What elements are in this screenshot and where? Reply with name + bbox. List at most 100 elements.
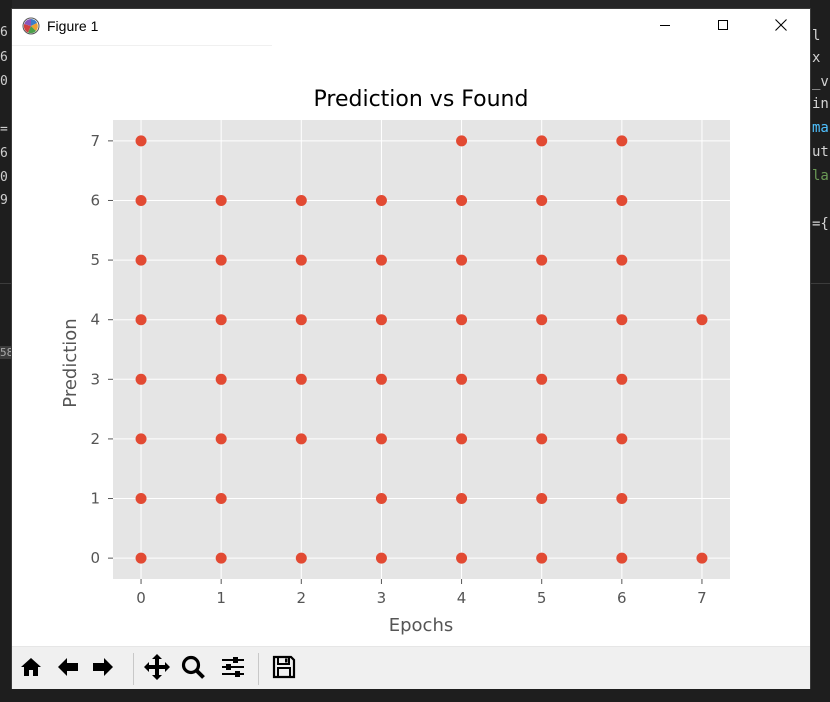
- scatter-point: [295, 373, 307, 385]
- scatter-point: [215, 254, 227, 266]
- home-button[interactable]: [16, 652, 46, 685]
- bg-text: 6: [0, 25, 8, 40]
- scatter-point: [616, 135, 628, 147]
- move-icon: [143, 653, 171, 684]
- y-tick-label: 5: [90, 251, 100, 269]
- x-tick-label: 4: [457, 589, 467, 607]
- scatter-point: [135, 135, 147, 147]
- bg-text: la: [812, 168, 829, 184]
- minimize-button[interactable]: [636, 9, 694, 45]
- scatter-point: [616, 254, 628, 266]
- bg-text: 0: [0, 74, 8, 89]
- background-editor-top: [12, 0, 810, 10]
- zoom-button[interactable]: [178, 652, 208, 685]
- scatter-point: [536, 493, 548, 505]
- scatter-point: [135, 552, 147, 564]
- scatter-point: [135, 433, 147, 445]
- scatter-point: [375, 373, 387, 385]
- scatter-point: [616, 314, 628, 326]
- y-tick-label: 4: [90, 311, 100, 329]
- configure-subplots-button[interactable]: [218, 652, 248, 685]
- bg-text: l: [812, 28, 821, 44]
- bg-text: 0: [0, 170, 8, 185]
- y-tick-label: 7: [90, 132, 100, 150]
- scatter-point: [215, 493, 227, 505]
- y-tick-label: 2: [90, 430, 100, 448]
- bg-text: 6: [0, 146, 8, 161]
- bg-text: 9: [0, 193, 8, 208]
- scatter-point: [215, 433, 227, 445]
- background-divider: [0, 283, 12, 284]
- scatter-point: [375, 493, 387, 505]
- background-editor-bottom: [12, 688, 810, 702]
- back-button[interactable]: [53, 652, 83, 685]
- scatter-point: [456, 373, 468, 385]
- bg-text: in: [812, 96, 829, 112]
- save-button[interactable]: [269, 652, 299, 685]
- matplotlib-logo-icon: [22, 17, 40, 35]
- scatter-point: [215, 194, 227, 206]
- scatter-point: [456, 135, 468, 147]
- pan-button[interactable]: [142, 652, 172, 685]
- scatter-point: [616, 373, 628, 385]
- background-editor-left: 6 6 0 = 6 0 9 58: [0, 0, 14, 702]
- scatter-point: [295, 314, 307, 326]
- minimize-icon: [659, 18, 671, 36]
- scatter-point: [135, 194, 147, 206]
- close-button[interactable]: [752, 9, 810, 45]
- scatter-point: [135, 314, 147, 326]
- scatter-point: [536, 373, 548, 385]
- scatter-point: [536, 314, 548, 326]
- bg-text: 58: [0, 346, 14, 359]
- scatter-point: [616, 433, 628, 445]
- y-tick-label: 6: [90, 191, 100, 209]
- scatter-point: [375, 552, 387, 564]
- toolbar-separator: [133, 653, 134, 685]
- scatter-point: [536, 194, 548, 206]
- x-tick-label: 5: [537, 589, 547, 607]
- window-title: Figure 1: [47, 18, 99, 34]
- title-bar[interactable]: Figure 1: [12, 9, 810, 45]
- scatter-point: [696, 314, 708, 326]
- chart-title: Prediction vs Found: [314, 87, 529, 112]
- scatter-point: [375, 194, 387, 206]
- scatter-point: [135, 493, 147, 505]
- x-tick-label: 0: [136, 589, 146, 607]
- scatter-point: [616, 493, 628, 505]
- scatter-point: [295, 552, 307, 564]
- sliders-icon: [220, 654, 246, 683]
- background-divider: [810, 283, 830, 284]
- scatter-chart: Prediction vs Found Epochs Prediction 0 1…: [60, 87, 730, 636]
- background-editor-right: l x _v in ma ut la ={: [810, 0, 830, 702]
- scatter-point: [295, 254, 307, 266]
- scatter-point: [295, 194, 307, 206]
- scatter-point: [456, 194, 468, 206]
- scatter-point: [456, 433, 468, 445]
- y-tick-label: 3: [90, 370, 100, 388]
- figure-canvas[interactable]: Prediction vs Found Epochs Prediction 0 1…: [12, 46, 810, 646]
- figure-window: Figure 1 Prediction vs Found Epochs Pred…: [12, 9, 810, 689]
- scatter-point: [215, 552, 227, 564]
- scatter-point: [375, 433, 387, 445]
- scatter-point: [536, 254, 548, 266]
- bg-text: _v: [812, 74, 829, 90]
- title-divider: [12, 45, 272, 46]
- scatter-point: [375, 314, 387, 326]
- maximize-button[interactable]: [694, 9, 752, 45]
- maximize-icon: [717, 18, 729, 36]
- bg-text: x: [812, 50, 821, 66]
- bg-text: 6: [0, 50, 8, 65]
- forward-button[interactable]: [88, 652, 118, 685]
- y-tick-label: 1: [90, 490, 100, 508]
- scatter-point: [536, 135, 548, 147]
- axes-background: [113, 120, 730, 579]
- arrow-right-icon: [90, 654, 116, 683]
- scatter-point: [696, 552, 708, 564]
- floppy-disk-icon: [271, 654, 297, 683]
- scatter-point: [536, 552, 548, 564]
- bg-text: ma: [812, 120, 829, 136]
- scatter-point: [616, 552, 628, 564]
- magnifier-icon: [180, 654, 206, 683]
- bg-text: ={: [812, 216, 829, 232]
- scatter-point: [375, 254, 387, 266]
